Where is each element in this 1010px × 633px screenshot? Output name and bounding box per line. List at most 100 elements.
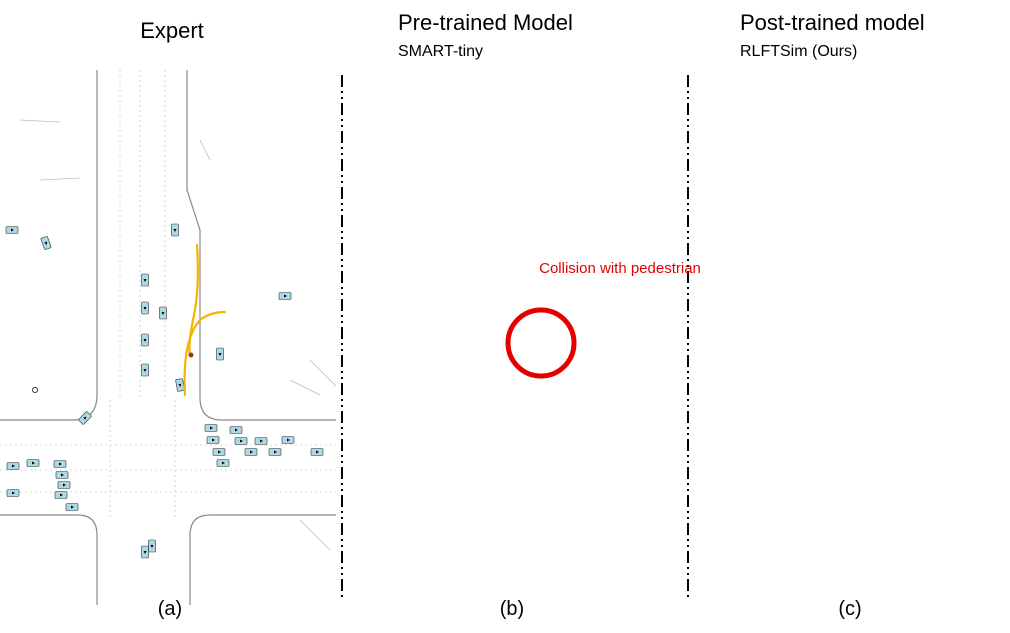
vehicle-body bbox=[892, 348, 899, 360]
vehicle-arrow bbox=[477, 369, 480, 372]
vehicle-arrow bbox=[545, 439, 548, 442]
vehicle bbox=[509, 378, 518, 391]
vehicle-body bbox=[339, 227, 351, 234]
vehicle bbox=[986, 449, 998, 456]
vehicle-body bbox=[741, 504, 753, 511]
vehicle-arrow bbox=[620, 439, 623, 442]
vehicle-body bbox=[612, 293, 624, 300]
vehicle-body bbox=[910, 438, 922, 445]
vehicle bbox=[482, 540, 489, 552]
vehicle-body bbox=[540, 437, 552, 444]
vehicle-arrow bbox=[607, 451, 610, 454]
vehicle-body bbox=[411, 411, 424, 424]
vehicle bbox=[475, 334, 482, 346]
panel-subtitle: SMART-tiny bbox=[398, 43, 483, 60]
ego bbox=[864, 353, 869, 358]
annotation: Collision with pedestrian bbox=[539, 260, 701, 277]
road-marking bbox=[623, 380, 653, 395]
road-marking bbox=[875, 140, 885, 160]
vehicle bbox=[578, 449, 590, 456]
vehicle-body bbox=[957, 437, 969, 444]
collision-circle bbox=[508, 310, 574, 376]
vehicle-body bbox=[505, 224, 512, 236]
vehicle-arrow bbox=[477, 279, 480, 282]
vehicle bbox=[729, 461, 741, 468]
road-marking bbox=[533, 140, 543, 160]
vehicle-body bbox=[753, 411, 766, 424]
vehicle-body bbox=[538, 425, 550, 432]
vehicle-body bbox=[888, 449, 900, 456]
vehicle bbox=[269, 449, 281, 456]
vehicle-arrow bbox=[404, 506, 407, 509]
vehicle bbox=[538, 425, 550, 432]
vehicle-arrow bbox=[393, 494, 396, 497]
ego bbox=[522, 353, 527, 358]
vehicle bbox=[217, 460, 229, 467]
road-marking bbox=[40, 178, 80, 180]
panel-title: Post-trained model bbox=[740, 10, 925, 35]
scene bbox=[0, 70, 345, 605]
vehicle-body bbox=[546, 449, 558, 456]
vehicle-body bbox=[389, 472, 401, 479]
vehicle bbox=[702, 460, 714, 467]
vehicle-body bbox=[578, 449, 590, 456]
vehicle-arrow bbox=[344, 229, 347, 232]
vehicle bbox=[399, 504, 411, 511]
vehicle bbox=[142, 546, 149, 558]
vehicle bbox=[546, 449, 558, 456]
vehicle bbox=[615, 437, 627, 444]
vehicle-body bbox=[482, 540, 489, 552]
vehicle bbox=[905, 427, 917, 434]
vehicle-arrow bbox=[738, 484, 741, 487]
vehicle-arrow bbox=[377, 242, 381, 246]
vehicle-body bbox=[615, 437, 627, 444]
vehicle-arrow bbox=[819, 307, 822, 310]
road-edge bbox=[862, 70, 1010, 420]
vehicle-arrow bbox=[819, 339, 822, 342]
vehicle-arrow bbox=[887, 439, 890, 442]
vehicle-body bbox=[475, 302, 482, 314]
vehicle-arrow bbox=[746, 506, 749, 509]
vehicle bbox=[205, 425, 217, 432]
vehicle bbox=[817, 364, 824, 376]
vehicle-arrow bbox=[345, 492, 348, 495]
vehicle-arrow bbox=[511, 384, 514, 387]
panel-title: Pre-trained Model bbox=[398, 10, 573, 35]
vehicle bbox=[920, 449, 932, 456]
vehicle-arrow bbox=[758, 416, 762, 420]
vehicle bbox=[411, 411, 424, 424]
vehicle-arrow bbox=[551, 451, 554, 454]
vehicle bbox=[142, 334, 149, 346]
road-marking bbox=[965, 380, 995, 395]
vehicle bbox=[339, 227, 351, 234]
vehicle-arrow bbox=[735, 494, 738, 497]
vehicle-body bbox=[475, 546, 482, 558]
vehicle bbox=[730, 492, 742, 499]
vehicle bbox=[540, 437, 552, 444]
vehicle-body bbox=[550, 460, 562, 467]
vehicle-arrow bbox=[365, 462, 368, 465]
vehicle bbox=[505, 224, 512, 236]
vehicle-arrow bbox=[477, 339, 480, 342]
scene bbox=[328, 70, 678, 605]
vehicle-body bbox=[568, 438, 580, 445]
vehicle-arrow bbox=[477, 307, 480, 310]
panel-caption: (a) bbox=[158, 598, 182, 620]
vehicle bbox=[835, 307, 842, 319]
vehicle bbox=[176, 378, 185, 391]
vehicle-body bbox=[374, 236, 385, 250]
vehicle bbox=[475, 302, 482, 314]
vehicle-body bbox=[475, 274, 482, 286]
vehicle-arrow bbox=[507, 229, 510, 232]
vehicle bbox=[282, 437, 294, 444]
vehicle-body bbox=[882, 437, 894, 444]
vehicle bbox=[213, 449, 225, 456]
vehicle-arrow bbox=[910, 429, 913, 432]
road-marking bbox=[300, 520, 330, 550]
vehicle-arrow bbox=[484, 545, 487, 548]
vehicle-arrow bbox=[555, 462, 558, 465]
road-marking bbox=[695, 120, 735, 122]
vehicle bbox=[817, 546, 824, 558]
vehicle-body bbox=[588, 438, 600, 445]
vehicle bbox=[741, 504, 753, 511]
